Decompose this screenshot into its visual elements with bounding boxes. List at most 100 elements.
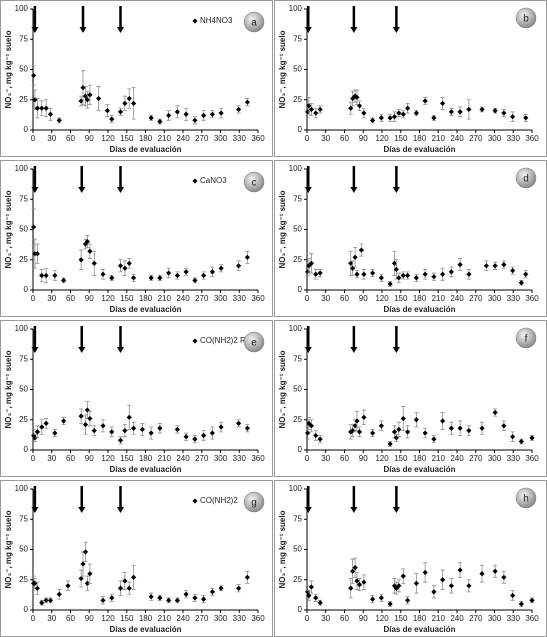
x-tick-label: 360	[525, 294, 539, 303]
marker	[218, 424, 224, 430]
marker	[84, 580, 90, 586]
x-axis-title: Días de evaluación	[109, 625, 181, 634]
x-tick-label: 150	[394, 134, 408, 143]
marker	[448, 269, 454, 275]
x-tick-label: 270	[195, 454, 209, 463]
x-tick-label: 30	[321, 454, 330, 463]
x-tick-label: 0	[305, 454, 310, 463]
marker	[413, 580, 419, 586]
marker	[361, 271, 367, 277]
y-tick-label: 0	[298, 605, 303, 614]
marker	[96, 95, 102, 102]
x-tick-label: 270	[469, 294, 483, 303]
marker	[131, 425, 137, 431]
marker	[52, 272, 58, 279]
marker	[396, 583, 402, 589]
marker	[510, 268, 516, 274]
legend-marker	[192, 338, 198, 344]
x-tick-label: 30	[321, 134, 330, 143]
marker	[431, 274, 437, 280]
marker	[492, 409, 498, 416]
x-tick-label: 0	[305, 614, 310, 623]
marker	[308, 106, 314, 113]
marker	[148, 430, 154, 436]
y-tick-label: 75	[19, 354, 28, 363]
marker	[43, 105, 49, 111]
arrow-head	[117, 187, 124, 193]
panel-badge	[243, 171, 265, 193]
x-tick-label: 30	[47, 134, 56, 143]
x-tick-label: 240	[176, 454, 190, 463]
x-tick-label: 210	[158, 134, 172, 143]
x-tick-label: 0	[305, 294, 310, 303]
marker	[317, 436, 323, 442]
marker	[192, 117, 198, 123]
panel-letter: a	[251, 18, 257, 29]
marker	[313, 271, 319, 277]
x-tick-label: 210	[158, 294, 172, 303]
panel-frame	[0, 160, 273, 317]
marker	[244, 254, 250, 260]
marker	[244, 574, 250, 580]
marker	[82, 241, 89, 247]
marker	[317, 270, 323, 276]
panel-letter: e	[251, 338, 257, 349]
panel: 0 25 50 75 100 0 30 60 90 120 150 180 210 240 270 300 33…	[0, 160, 273, 317]
y-tick-label: 75	[19, 194, 28, 203]
x-tick-label: 180	[413, 454, 427, 463]
panel-letter: c	[252, 178, 257, 189]
x-tick-label: 210	[158, 614, 172, 623]
marker	[131, 275, 137, 281]
marker	[91, 428, 97, 434]
arrow-head	[78, 507, 86, 513]
marker	[422, 271, 428, 277]
marker	[529, 597, 535, 603]
marker	[148, 115, 154, 121]
x-tick-label: 90	[359, 454, 368, 463]
marker	[34, 105, 40, 111]
x-tick-label: 330	[233, 294, 247, 303]
y-tick-label: 75	[293, 514, 302, 523]
marker	[510, 114, 516, 120]
x-tick-label: 210	[432, 134, 446, 143]
marker	[448, 583, 454, 589]
marker	[308, 423, 314, 429]
x-tick-label: 150	[120, 614, 134, 623]
marker	[78, 98, 84, 104]
x-axis-title: Días de evaluación	[109, 305, 181, 314]
panel: 0 25 50 75 100 0 30 60 90 120 150 180 210 240 270 300 33…	[0, 480, 273, 637]
x-tick-label: 120	[101, 614, 115, 623]
marker	[391, 429, 398, 435]
y-tick-label: 100	[15, 4, 29, 13]
legend-marker	[192, 498, 198, 504]
x-tick-label: 0	[31, 614, 36, 623]
marker	[387, 441, 393, 447]
marker	[126, 260, 132, 266]
marker	[413, 275, 419, 281]
arrow-head	[79, 27, 87, 33]
panel: 0 25 50 75 100 0 30 60 90 120 150 180 210 240 270 300 33…	[274, 480, 547, 637]
x-tick-label: 330	[233, 454, 247, 463]
marker	[396, 426, 402, 433]
y-axis-title: NO₃⁻, mg kg⁻¹ suelo	[4, 350, 13, 428]
y-axis-title: NO₃⁻, mg kg⁻¹ suelo	[278, 510, 287, 588]
marker	[87, 415, 93, 422]
panel-badge	[243, 331, 265, 353]
x-tick-label: 180	[413, 294, 427, 303]
marker	[466, 583, 472, 589]
x-tick-label: 60	[340, 294, 349, 303]
y-tick-label: 75	[19, 34, 28, 43]
y-tick-label: 50	[19, 385, 28, 394]
x-tick-label: 270	[469, 454, 483, 463]
marker	[117, 437, 124, 443]
y-axis-title: NO₃⁻, mg kg⁻¹ suelo	[4, 190, 13, 268]
marker	[209, 269, 215, 275]
x-axis-title: Días de evaluación	[109, 465, 181, 474]
x-tick-label: 270	[469, 614, 483, 623]
x-axis-title: Días de evaluación	[383, 145, 455, 154]
marker	[440, 271, 446, 277]
x-tick-label: 150	[394, 294, 408, 303]
marker	[361, 414, 367, 420]
